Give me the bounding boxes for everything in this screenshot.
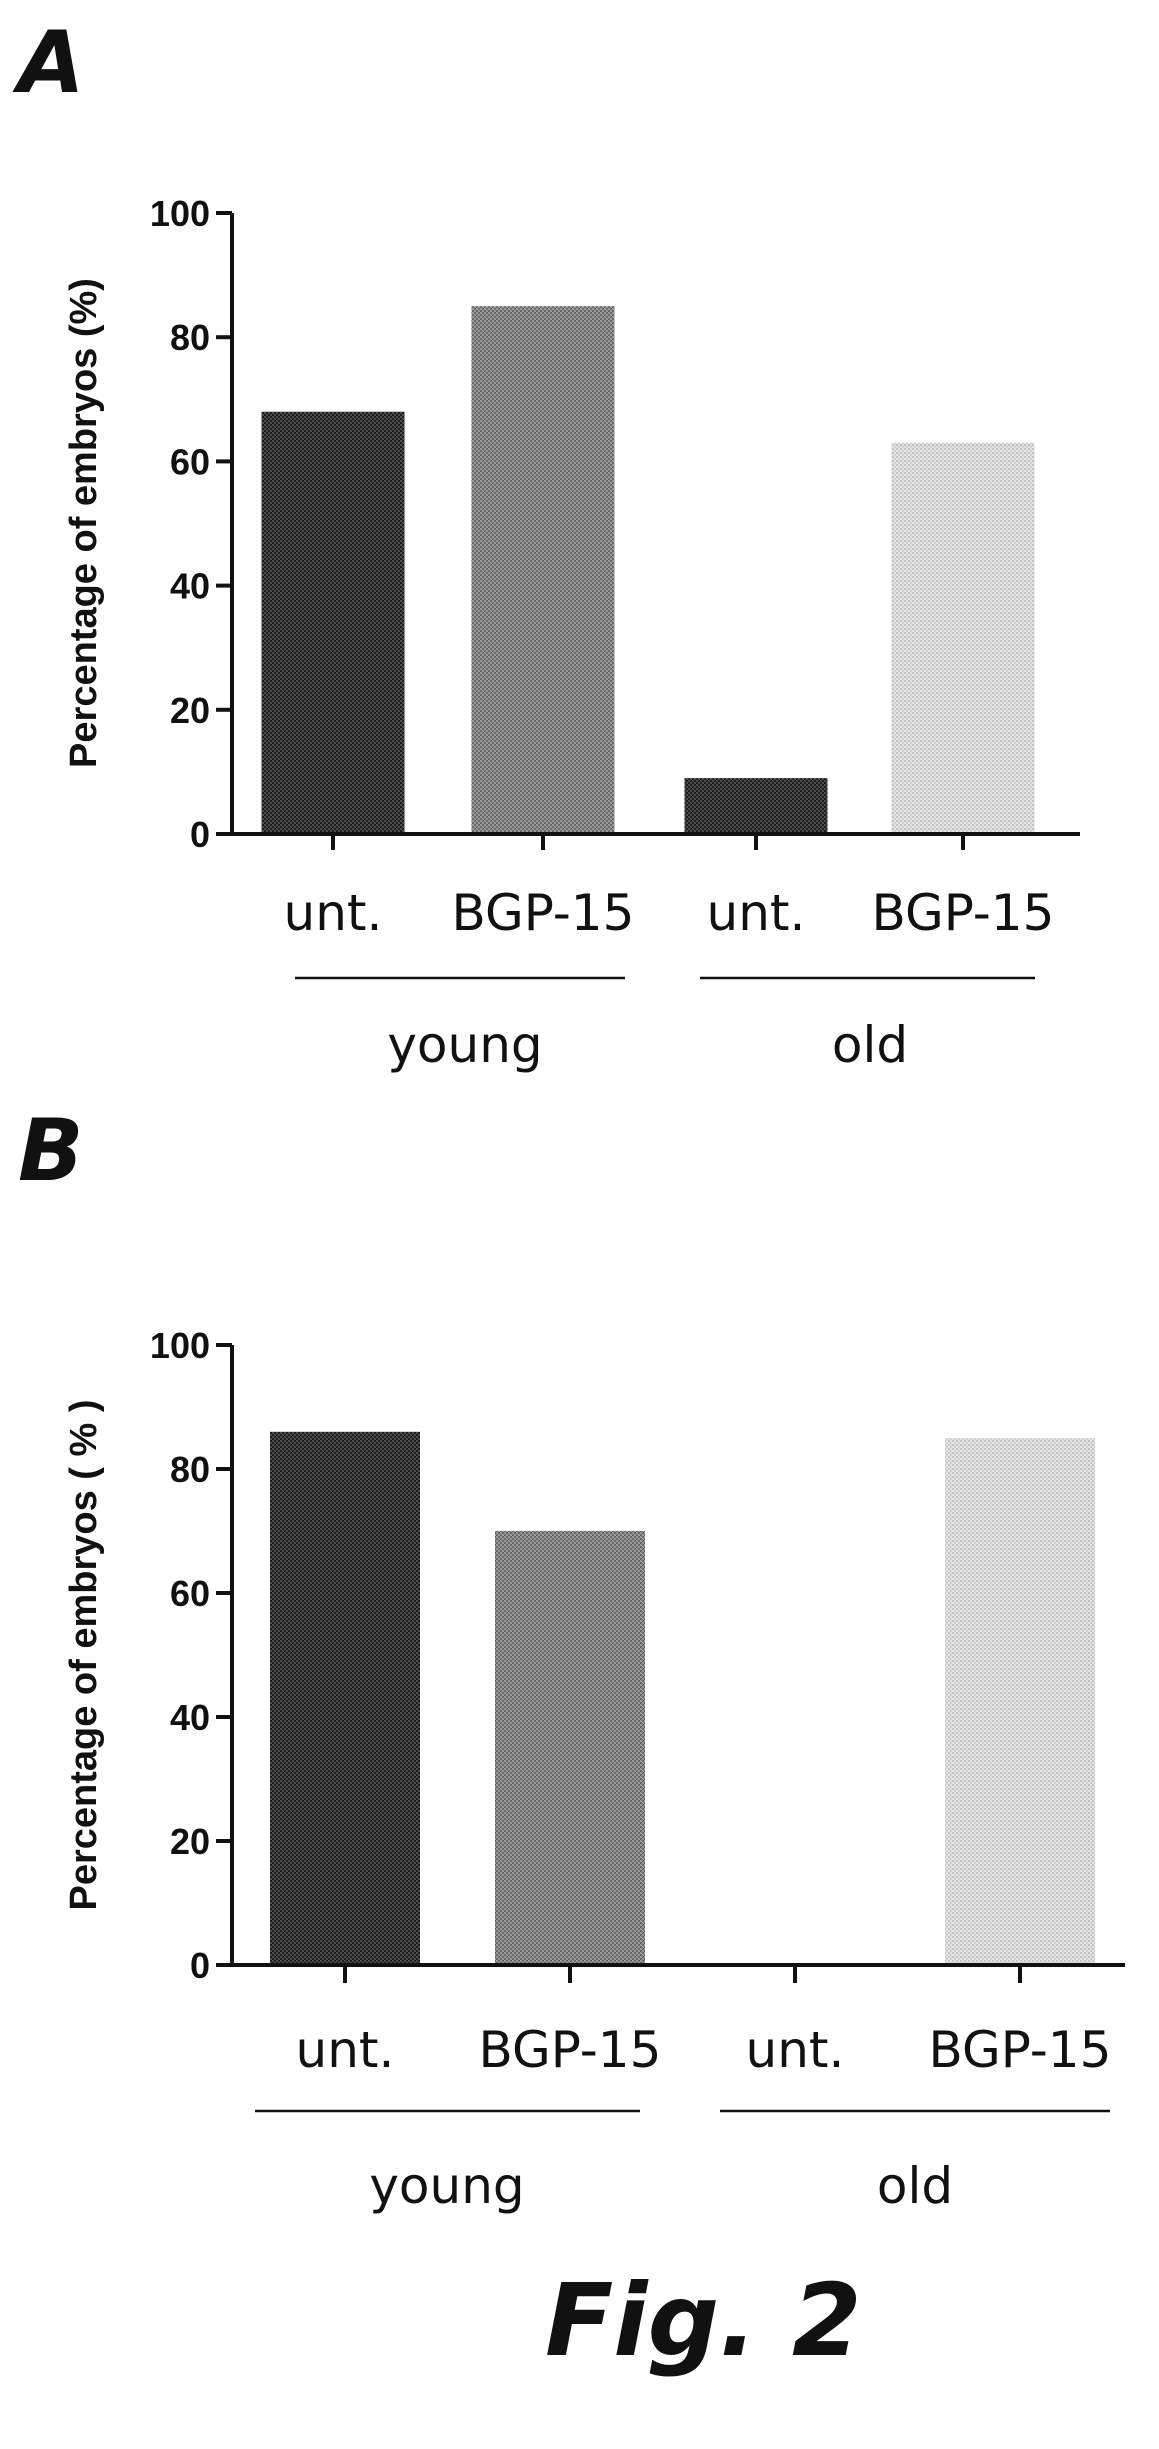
panel-a: A 0 20 40 60 80 100 unt. BGP-15 unt. BGP-15 young o…	[12, 13, 1080, 1074]
panel-a-y-tick-label: 40	[170, 566, 210, 607]
panel-b-category-label: unt.	[296, 2021, 395, 2079]
panel-b-bar-4	[945, 1438, 1095, 1965]
panel-b-category-label: unt.	[746, 2021, 845, 2079]
panel-b: B 0 20 40 60 80 100 unt. BGP-15 unt. BGP-15 young o…	[18, 1101, 1125, 2215]
panel-b-bar-1	[270, 1431, 420, 1965]
panel-a-y-tick-label: 80	[170, 317, 210, 358]
panel-a-chart: 0 20 40 60 80 100 unt. BGP-15 unt. BGP-15 young old…	[63, 193, 1080, 1074]
panel-b-bar-2	[495, 1531, 645, 1965]
panel-b-group-label: young	[369, 2157, 524, 2215]
panel-a-bar-4	[891, 442, 1035, 834]
panel-a-y-tick-label: 20	[170, 690, 210, 731]
panel-b-category-label: BGP-15	[929, 2021, 1112, 2079]
panel-a-y-tick-label: 60	[170, 441, 210, 482]
panel-a-bar-1	[261, 411, 405, 834]
panel-a-group-label: young	[387, 1016, 542, 1074]
panel-a-bar-2	[471, 306, 615, 834]
panel-b-y-tick-label: 80	[170, 1449, 210, 1490]
panel-b-chart: 0 20 40 60 80 100 unt. BGP-15 unt. BGP-15 young old…	[63, 1325, 1125, 2215]
panel-a-category-label: unt.	[707, 884, 806, 942]
panel-a-category-label: unt.	[284, 884, 383, 942]
panel-b-category-label: BGP-15	[479, 2021, 662, 2079]
panel-b-y-tick-label: 40	[170, 1697, 210, 1738]
panel-a-y-axis-label: Percentage of embryos (%)	[63, 278, 105, 768]
panel-a-bar-3	[684, 778, 828, 834]
panel-b-y-axis-label: Percentage of embryos ( % )	[63, 1399, 105, 1910]
panel-b-y-tick-label: 0	[190, 1945, 210, 1986]
panel-b-y-tick-label: 20	[170, 1821, 210, 1862]
panel-b-group-label: old	[877, 2157, 953, 2215]
panel-b-letter: B	[18, 1101, 84, 1201]
panel-b-y-tick-label: 100	[150, 1325, 210, 1366]
panel-a-category-label: BGP-15	[452, 884, 635, 942]
panel-a-y-tick-label: 0	[190, 814, 210, 855]
panel-b-y-tick-label: 60	[170, 1573, 210, 1614]
panel-a-group-label: old	[832, 1016, 908, 1074]
panel-a-category-label: BGP-15	[872, 884, 1055, 942]
figure-caption: Fig. 2	[545, 2262, 862, 2379]
panel-a-letter: A	[12, 13, 85, 113]
panel-a-y-tick-label: 100	[150, 193, 210, 234]
